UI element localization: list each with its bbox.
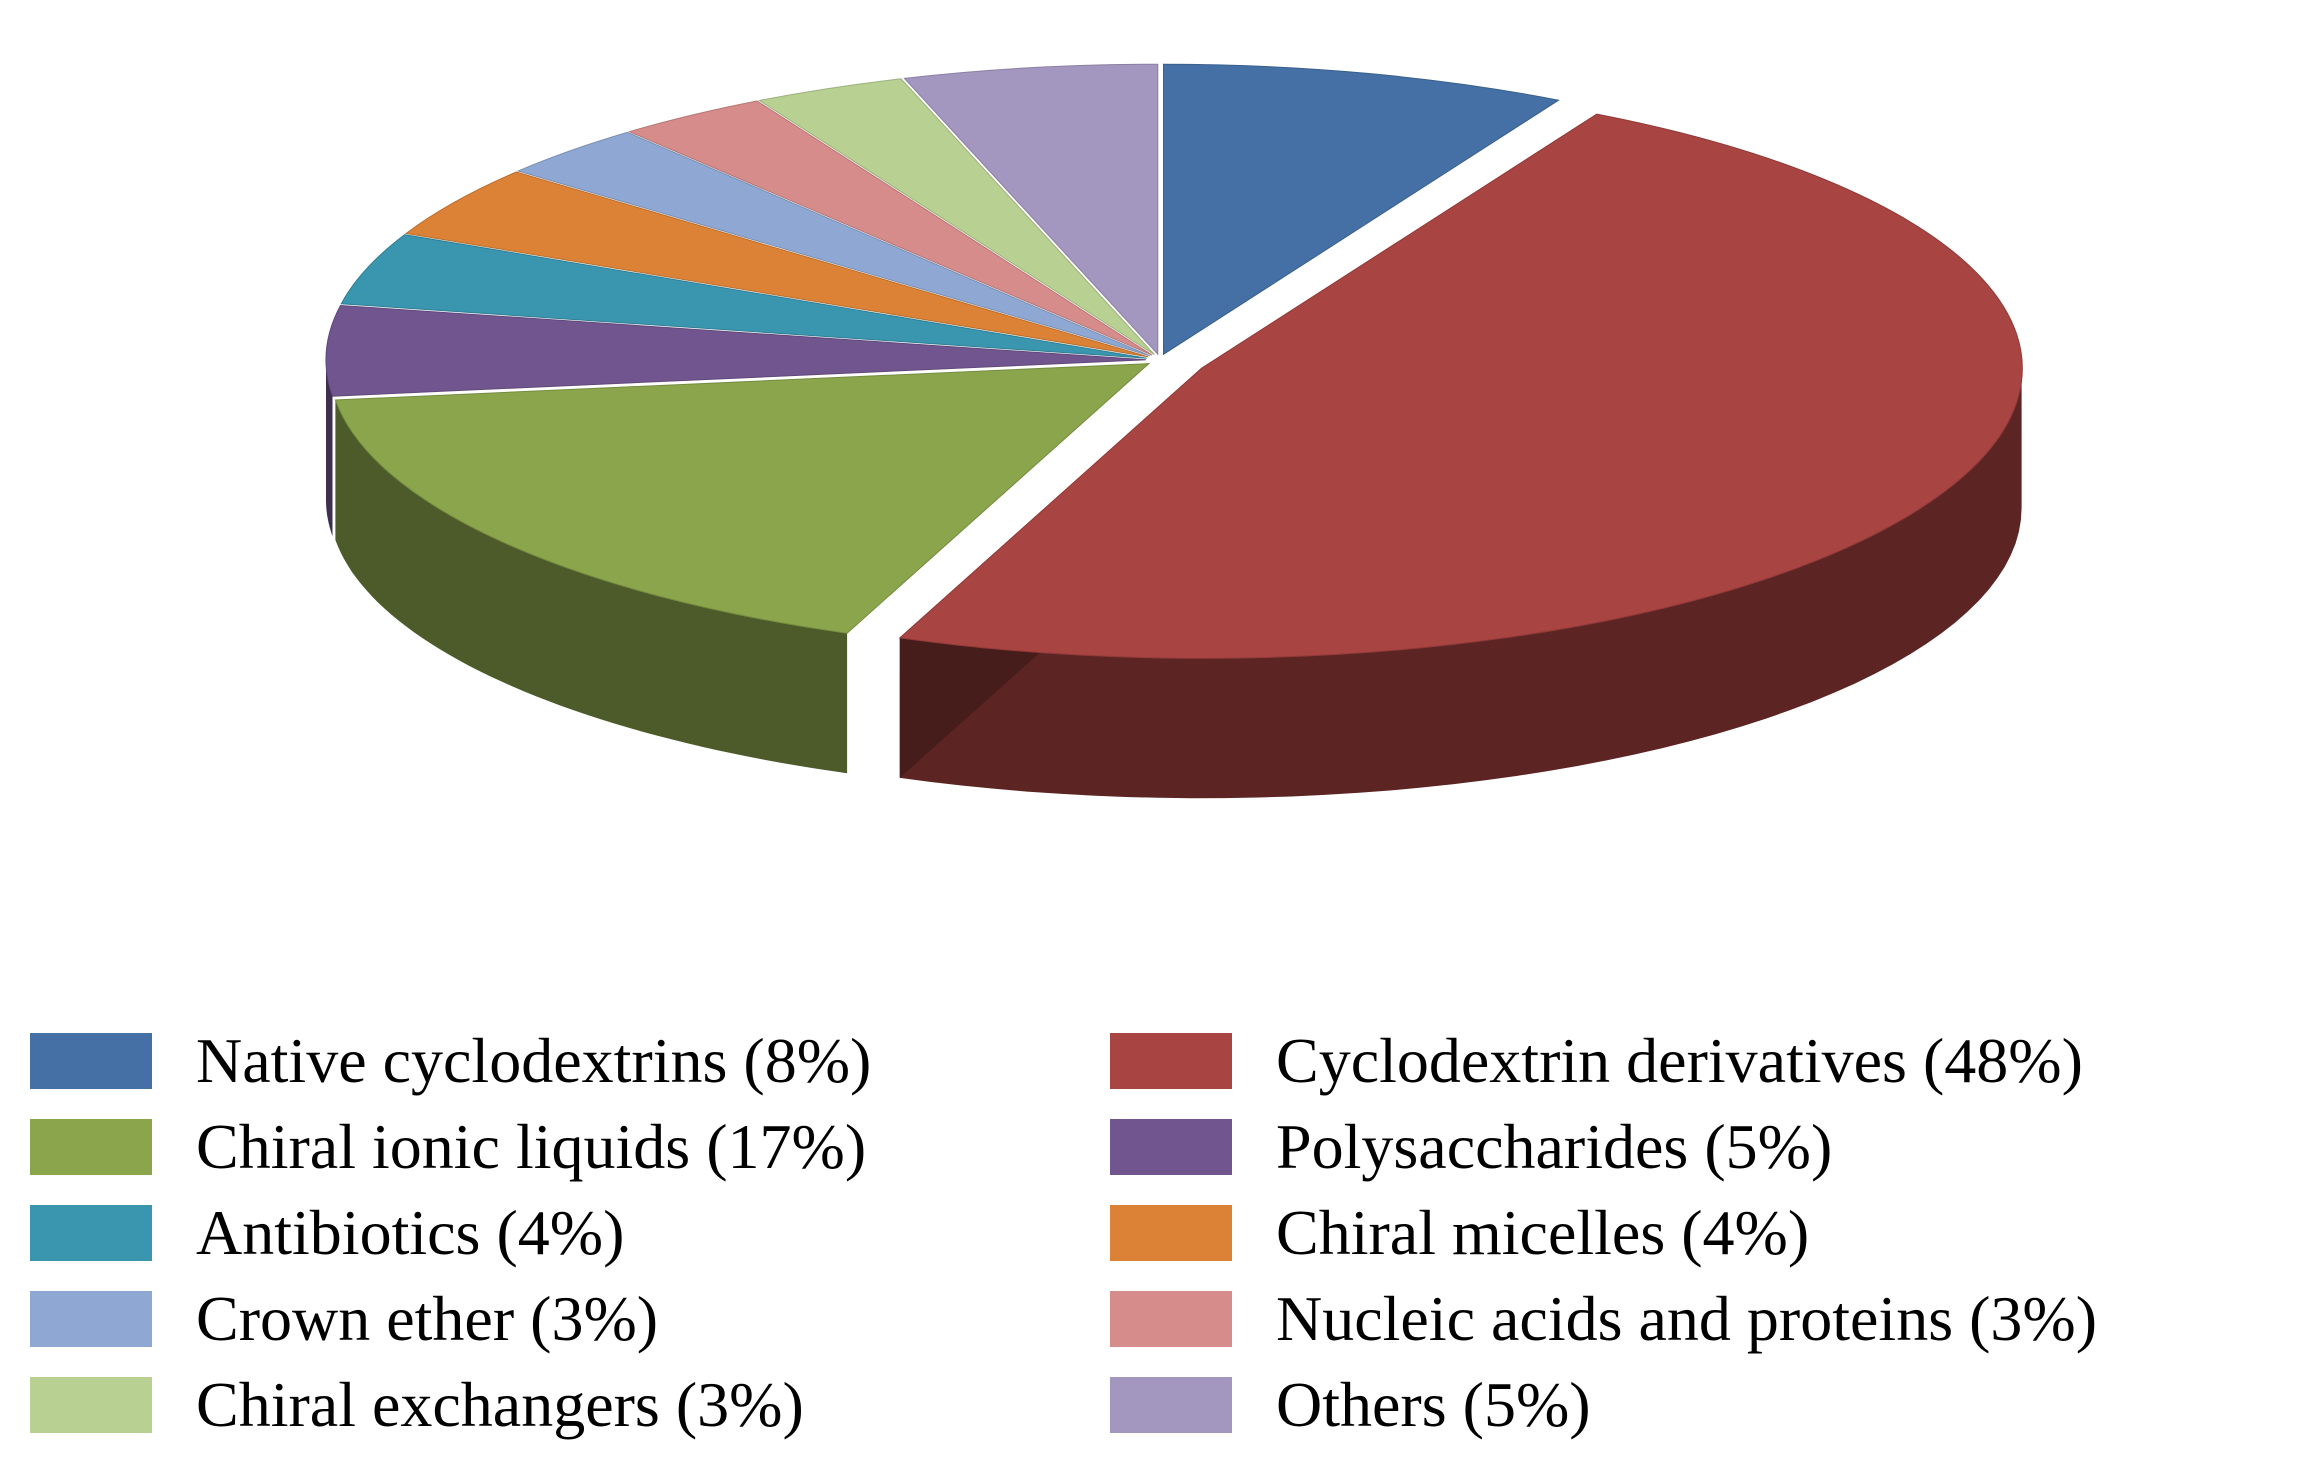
legend-swatch [1110, 1377, 1232, 1433]
legend-swatch [30, 1119, 152, 1175]
legend-swatch [1110, 1033, 1232, 1089]
legend-label: Antibiotics (4%) [196, 1197, 625, 1268]
chart-legend: Native cyclodextrins (8%) Cyclodextrin de… [30, 1018, 2300, 1458]
legend-label: Nucleic acids and proteins (3%) [1276, 1283, 2098, 1354]
legend-item-5: Antibiotics (4%) [30, 1190, 1110, 1276]
pie-slice-1 [1163, 63, 1560, 356]
legend-swatch [1110, 1291, 1232, 1347]
legend-label: Chiral exchangers (3%) [196, 1369, 804, 1440]
pie-slice-8 [627, 100, 1153, 356]
pie-slice-10 [903, 63, 1159, 356]
legend-swatch [30, 1033, 152, 1089]
pie-chart [325, 63, 2023, 799]
pie-slice-6 [404, 171, 1149, 358]
legend-label: Crown ether (3%) [196, 1283, 659, 1354]
legend-item-2: Cyclodextrin derivatives (48%) [1110, 1018, 2300, 1104]
pie-slice-side-2 [899, 368, 2022, 799]
pie-slice-9 [758, 78, 1155, 356]
legend-swatch [1110, 1119, 1232, 1175]
legend-item-8: Nucleic acids and proteins (3%) [1110, 1276, 2300, 1362]
legend-item-10: Others (5%) [1110, 1362, 2300, 1448]
legend-item-9: Chiral exchangers (3%) [30, 1362, 1110, 1448]
legend-item-3: Chiral ionic liquids (17%) [30, 1104, 1110, 1190]
legend-item-6: Chiral micelles (4%) [1110, 1190, 2300, 1276]
legend-label: Others (5%) [1276, 1369, 1591, 1440]
legend-label: Polysaccharides (5%) [1276, 1111, 1833, 1182]
legend-label: Chiral ionic liquids (17%) [196, 1111, 867, 1182]
legend-swatch [30, 1205, 152, 1261]
pie-slice-side-4 [326, 359, 333, 537]
pie-slice-4 [325, 304, 1147, 397]
pie-slice-2 [898, 113, 2023, 659]
pie-slice-side-3 [335, 400, 848, 774]
pie-slice-5 [340, 234, 1147, 359]
legend-swatch [30, 1291, 152, 1347]
legend-label: Native cyclodextrins (8%) [196, 1025, 872, 1096]
legend-item-4: Polysaccharides (5%) [1110, 1104, 2300, 1190]
legend-item-7: Crown ether (3%) [30, 1276, 1110, 1362]
legend-label: Chiral micelles (4%) [1276, 1197, 1810, 1268]
pie-slice-3 [334, 363, 1151, 634]
pie-slice-7 [516, 131, 1151, 357]
legend-item-1: Native cyclodextrins (8%) [30, 1018, 1110, 1104]
legend-swatch [1110, 1205, 1232, 1261]
legend-label: Cyclodextrin derivatives (48%) [1276, 1025, 2083, 1096]
legend-swatch [30, 1377, 152, 1433]
